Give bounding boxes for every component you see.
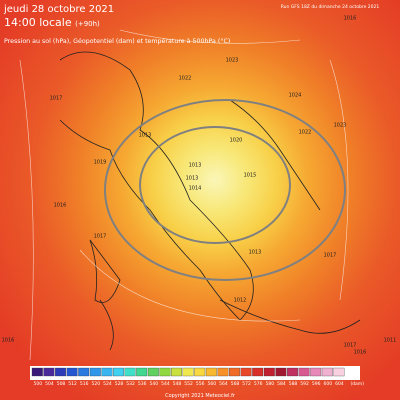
scale-label: 540	[150, 381, 159, 387]
scale-label: 592	[300, 381, 309, 387]
scale-swatch	[252, 367, 264, 377]
scale-label: 528	[115, 381, 124, 387]
scale-swatch	[101, 367, 113, 377]
isobar-label: 1012	[234, 298, 247, 304]
scale-label: 564	[219, 381, 228, 387]
scale-swatch	[159, 367, 171, 377]
scale-swatch	[43, 367, 55, 377]
scale-label: 536	[138, 381, 147, 387]
isobar-label: 1024	[289, 93, 302, 99]
isobar-label: 1011	[384, 338, 397, 344]
scale-swatch	[321, 367, 333, 377]
scale-swatch	[205, 367, 217, 377]
scale-label: 576	[254, 381, 263, 387]
scale-swatch	[89, 367, 101, 377]
scale-swatch	[263, 367, 275, 377]
scale-label: 520	[92, 381, 101, 387]
isobar-label: 1014	[189, 186, 202, 192]
isobar-label: 1023	[334, 123, 347, 129]
scale-swatch	[333, 367, 345, 377]
isobar-label: 1022	[299, 130, 312, 136]
scale-label: 568	[231, 381, 240, 387]
scale-swatch	[171, 367, 182, 377]
scale-swatch	[113, 367, 124, 377]
scale-label: 516	[80, 381, 89, 387]
date: jeudi 28 octobre 2021	[3, 4, 114, 15]
scale-label: 544	[161, 381, 170, 387]
scale-swatch	[275, 367, 287, 377]
scale-label: 600	[324, 381, 333, 387]
scale-label: 604	[335, 381, 344, 387]
isobar-label: 1013	[249, 250, 262, 256]
time: 14:00 locale (+90h)	[4, 16, 100, 29]
scale-label: 512	[68, 381, 77, 387]
coastlines	[59, 51, 361, 351]
isobar-label: 1017	[344, 343, 357, 349]
scale-label: 560	[208, 381, 217, 387]
scale-swatch	[310, 367, 322, 377]
isobar-label: 1016	[344, 16, 357, 22]
time-text: 14:00 locale	[4, 16, 72, 29]
isobar-label: 1022	[179, 76, 192, 82]
isobar-label: 1019	[94, 160, 107, 166]
isobar-label: 1016	[54, 203, 67, 209]
scale-swatch	[31, 367, 43, 377]
scale-label: 532	[126, 381, 135, 387]
geopotential-contours	[104, 99, 346, 281]
scale-swatch	[78, 367, 90, 377]
scale-label: 588	[289, 381, 298, 387]
run: Run GFS 18Z du dimanche 24 octobre 2021	[281, 4, 380, 10]
lead: (+90h)	[75, 20, 100, 28]
scale-swatch	[229, 367, 240, 377]
scale-label: 580	[266, 381, 275, 387]
isobar-label: 1016	[2, 338, 15, 344]
isobar-label: 1017	[50, 96, 63, 102]
isobar-label: 1013	[189, 163, 202, 169]
scale-swatch	[147, 367, 159, 377]
scale-swatch	[124, 367, 136, 377]
scale-label: 508	[57, 381, 66, 387]
isobars	[19, 29, 349, 361]
scale-label: 556	[196, 381, 205, 387]
isobar-label: 1015	[244, 173, 257, 179]
scale-label: 596	[312, 381, 321, 387]
isobar-label: 1020	[230, 138, 243, 144]
isobar-label: 1017	[324, 253, 337, 259]
scale-swatch	[136, 367, 148, 377]
isobar-label: 1016	[354, 350, 367, 356]
scale-swatch	[55, 367, 66, 377]
scale-swatch	[66, 367, 78, 377]
scale-swatch	[240, 367, 252, 377]
scale-label: 524	[103, 381, 112, 387]
color-scale: 500 504 508 512 516 520 524 528 532 536 540 544 548 5…	[31, 367, 364, 387]
isobar-label: 1013	[186, 176, 199, 182]
scale-label: 504	[45, 381, 54, 387]
scale-label: 548	[173, 381, 182, 387]
scale-label: 500	[34, 381, 43, 387]
scale-unit: (dam)	[350, 381, 364, 387]
isobar-label: 1023	[226, 58, 239, 64]
scale-swatch	[287, 367, 298, 377]
scale-swatch	[298, 367, 310, 377]
description: Pression au sol (hPa), Géopotentiel (dam…	[4, 37, 230, 45]
scale-swatch	[194, 367, 206, 377]
isobar-label: 1017	[94, 234, 107, 240]
scale-swatch	[217, 367, 229, 377]
scale-label: 572	[242, 381, 251, 387]
scale-swatch	[182, 367, 194, 377]
isobar-label: 1013	[139, 133, 152, 139]
scale-label: 584	[277, 381, 286, 387]
copyright: Copyright 2021 Meteociel.fr	[165, 393, 236, 399]
scale-label: 552	[184, 381, 193, 387]
